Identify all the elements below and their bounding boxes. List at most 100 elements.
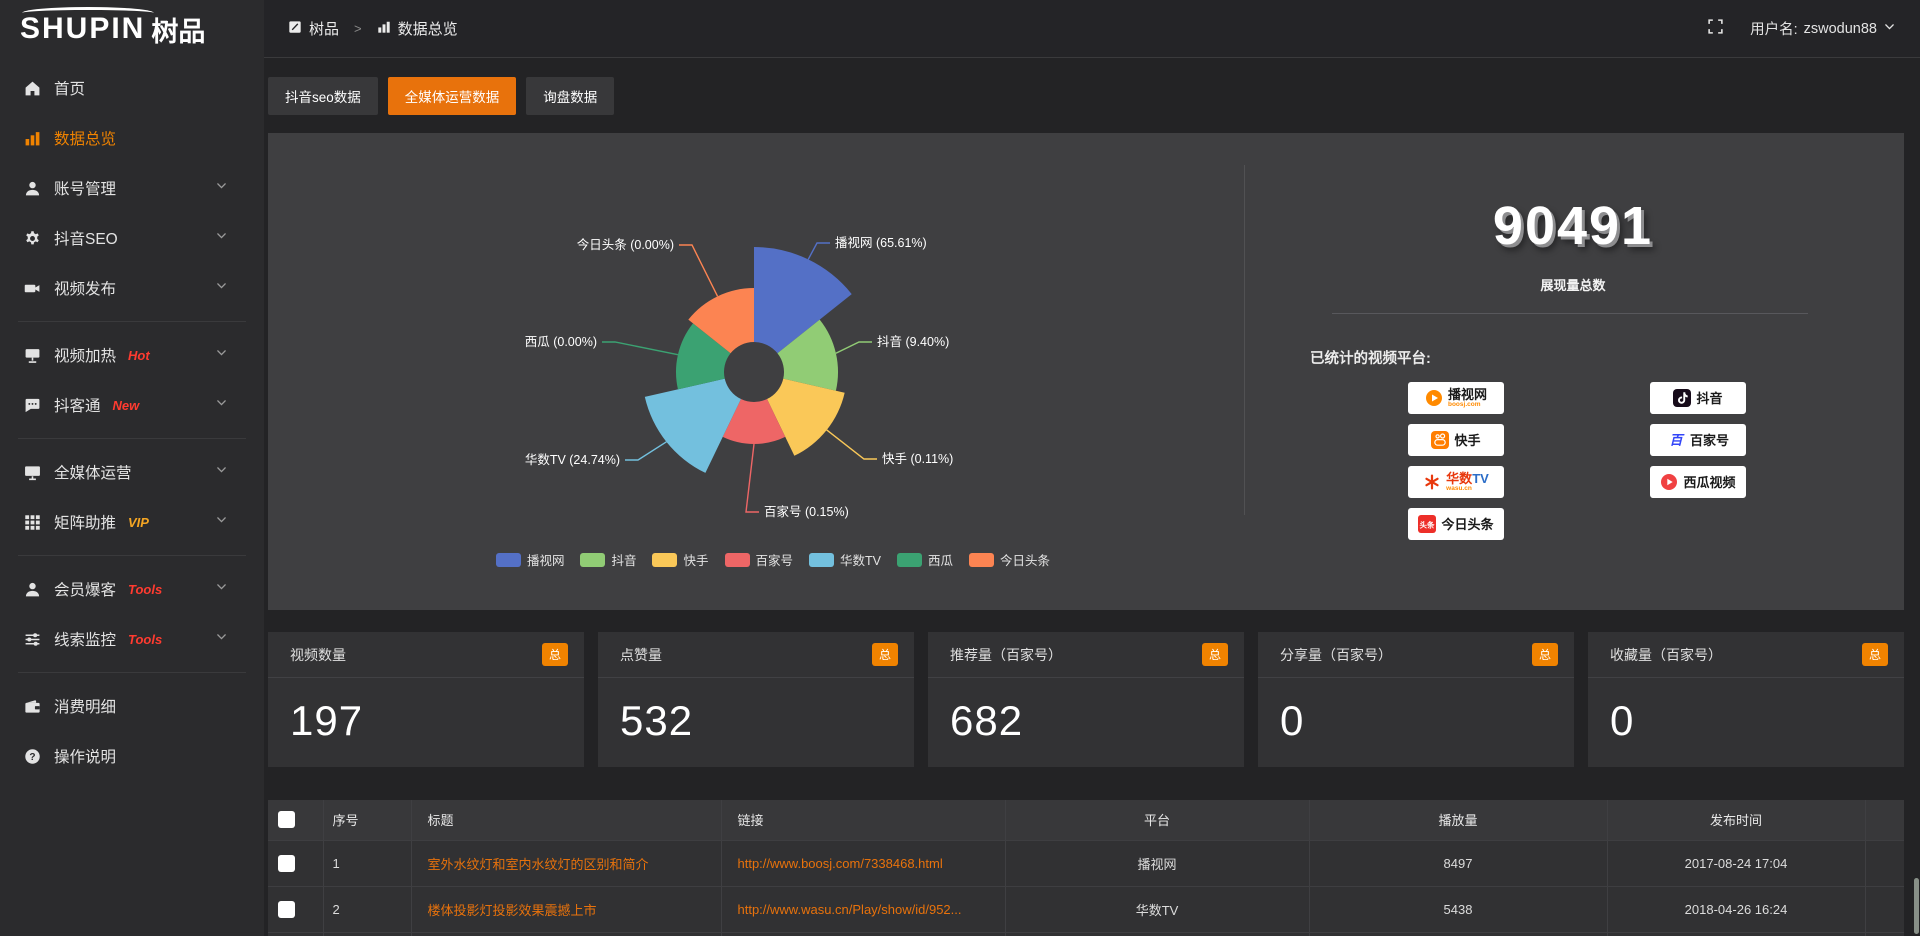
platform-subtext: boosj.com [1447, 400, 1481, 408]
doc-edit-icon [288, 20, 302, 38]
legend-swatch [809, 552, 835, 567]
pie-slice-抖音[interactable] [777, 319, 838, 391]
pie-label-line [807, 242, 830, 260]
sidebar-item-首页[interactable]: 首页 [0, 63, 264, 113]
tab-全媒体运营数据[interactable]: 全媒体运营数据 [387, 77, 517, 115]
platform-name: 播视网 [1447, 386, 1487, 402]
row-checkbox-cell [268, 840, 323, 887]
pie-label-抖音: 抖音 (9.40%) [877, 334, 949, 349]
sidebar-item-抖客通[interactable]: 抖客通 New [0, 380, 264, 430]
sidebar-item-抖音SEO[interactable]: 抖音SEO [0, 213, 264, 263]
pie-label-快手: 快手 (0.11%) [882, 452, 953, 466]
legend-item-今日头条[interactable]: 今日头条 [969, 550, 1050, 569]
video-url-link[interactable]: http://www.wasu.cn/Play/show/id/952... [737, 901, 962, 917]
pie-label-播视网: 播视网 (65.61%) [835, 235, 927, 250]
pie-slice-播视网[interactable] [754, 247, 852, 354]
home-icon [25, 81, 40, 95]
sidebar-item-badge: VIP [128, 514, 149, 530]
legend-item-抖音[interactable]: 抖音 [580, 550, 636, 569]
cell-empty [1864, 840, 1904, 887]
pie-slice-西瓜[interactable] [676, 323, 731, 390]
kuaishou-logo [1431, 431, 1450, 449]
chevron-down-icon [217, 233, 226, 239]
pie-slice-百家号[interactable] [722, 399, 786, 444]
logo-text-cn: 树品 [151, 16, 206, 47]
sidebar-item-视频加热[interactable]: 视频加热 Hot [0, 330, 264, 380]
platform-name: 百家号 [1689, 432, 1729, 448]
pie-label-西瓜: 西瓜 (0.00%) [525, 335, 597, 349]
platform-badge-抖音: 抖音 [1650, 382, 1746, 414]
pie-slice-华数TV[interactable] [644, 378, 741, 473]
gear-icon [26, 230, 39, 244]
select-all-checkbox[interactable] [278, 811, 295, 829]
sidebar-divider [18, 672, 246, 673]
overview-panel: 播视网 (65.61%) 抖音 (9.40%) 快手 (0.11%) 百家号 (0.1… [268, 133, 1904, 610]
legend-item-百家号[interactable]: 百家号 [724, 550, 793, 569]
legend-label: 今日头条 [1000, 554, 1051, 568]
fullscreen-button[interactable] [1707, 18, 1724, 40]
xigua-logo [1661, 474, 1678, 490]
tab-询盘数据[interactable]: 询盘数据 [526, 77, 615, 115]
sidebar-item-label: 首页 [54, 81, 86, 98]
wallet-icon [25, 699, 40, 713]
stat-card-total-badge: 总 [1201, 643, 1228, 666]
video-url-link[interactable]: http://www.boosj.com/7338468.html [737, 855, 943, 871]
doc-edit-icon [289, 20, 301, 33]
fullscreen-icon [1708, 18, 1723, 34]
sidebar-item-全媒体运营[interactable]: 全媒体运营 [0, 447, 264, 497]
legend-item-华数TV[interactable]: 华数TV [809, 550, 881, 569]
impressions-total-label: 展现量总数 [1540, 278, 1606, 293]
platform-badge-播视网: 播视网 boosj.com [1408, 382, 1504, 414]
sidebar-item-矩阵助推[interactable]: 矩阵助推 VIP [0, 497, 264, 547]
username-prefix: 用户名: [1750, 22, 1798, 38]
tab-抖音seo数据[interactable]: 抖音seo数据 [268, 77, 378, 115]
row-checkbox-cell [268, 932, 323, 936]
breadcrumb: 树品 > 数据总览 [288, 18, 458, 39]
stat-card-total-badge: 总 [1531, 643, 1558, 666]
sidebar-item-操作说明[interactable]: ? 操作说明 [0, 731, 264, 781]
douyin-logo [1673, 389, 1692, 407]
cell-index: 2 [322, 886, 411, 933]
legend-item-快手[interactable]: 快手 [652, 550, 709, 569]
sidebar-item-label: 数据总览 [54, 131, 117, 148]
bar-chart-mini-icon [377, 21, 390, 33]
sidebar-item-会员爆客[interactable]: 会员爆客 Tools [0, 564, 264, 614]
header-published: 发布时间 [1606, 800, 1865, 841]
wasu-logo [1425, 474, 1439, 490]
table-row-partial [268, 932, 1904, 936]
sidebar-item-线索监控[interactable]: 线索监控 Tools [0, 614, 264, 664]
sidebar: 首页数据总览账号管理 抖音SEO 视频发布视频加热 Hot 抖客通 New 全媒体运营矩阵助… [0, 58, 264, 936]
breadcrumb-current[interactable]: 数据总览 [397, 21, 458, 38]
pie-label-今日头条: 今日头条 (0.00%) [577, 237, 674, 252]
sidebar-item-label: 矩阵助推 [54, 515, 117, 532]
video-title-link[interactable]: 楼体投影灯投影效果震撼上市 [427, 902, 597, 918]
sidebar-item-label: 全媒体运营 [54, 465, 132, 482]
header-plays: 播放量 [1308, 800, 1607, 841]
cell-title: 楼体投影灯投影效果震撼上市 [410, 886, 721, 933]
sidebar-item-badge: Hot [128, 347, 150, 363]
legend-item-西瓜[interactable]: 西瓜 [897, 550, 953, 569]
video-title-link[interactable]: 室外水纹灯和室内水纹灯的区别和简介 [427, 856, 649, 872]
sidebar-item-账号管理[interactable]: 账号管理 [0, 163, 264, 213]
chevron-down-icon [1885, 24, 1894, 30]
pie-slice-今日头条[interactable] [688, 288, 754, 354]
breadcrumb-root[interactable]: 树品 [309, 21, 340, 38]
sidebar-item-视频发布[interactable]: 视频发布 [0, 263, 264, 313]
topbar-right: 用户名: zswodun88 [1707, 18, 1896, 40]
legend-item-播视网[interactable]: 播视网 [495, 550, 564, 569]
stat-card-title: 点赞量 [620, 646, 662, 663]
row-checkbox[interactable] [278, 900, 295, 918]
page-scrollbar-thumb[interactable] [1914, 878, 1919, 934]
cell-published: 2018-04-26 16:24 [1606, 886, 1865, 933]
stat-card-total-badge: 总 [871, 643, 898, 666]
pie-label-line [625, 441, 667, 461]
sidebar-item-label: 线索监控 [54, 632, 117, 649]
sidebar-item-数据总览[interactable]: 数据总览 [0, 113, 264, 163]
sidebar-item-消费明细[interactable]: 消费明细 [0, 681, 264, 731]
user-menu[interactable]: 用户名: zswodun88 [1750, 18, 1896, 39]
cell-plays: 5438 [1308, 886, 1607, 933]
stat-card-点赞量: 点赞量 总 532 [598, 632, 914, 767]
row-checkbox[interactable] [278, 854, 295, 872]
pie-slice-快手[interactable] [767, 378, 845, 456]
bar-chart-icon [25, 131, 40, 145]
